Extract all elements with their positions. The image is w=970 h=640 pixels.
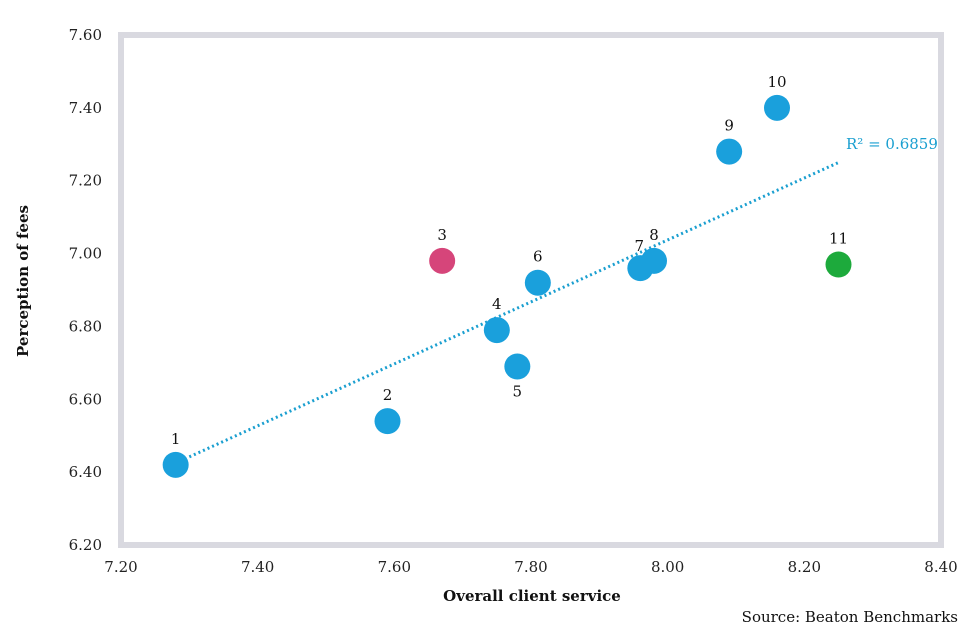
point-label-5: 5 — [513, 383, 523, 401]
point-labels: 1 2 3 4 5 6 78 9 10 11 — [171, 73, 848, 448]
point-label-4: 4 — [492, 295, 502, 313]
data-point-2 — [374, 408, 401, 435]
point-label-11: 11 — [829, 230, 848, 248]
data-point-11 — [825, 251, 852, 278]
point-label-1: 1 — [171, 430, 181, 448]
y-tick-label: 7.20 — [69, 172, 102, 190]
y-tick-label: 7.00 — [69, 245, 102, 263]
y-tick-label: 6.60 — [69, 390, 102, 408]
point-label-9: 9 — [724, 117, 734, 135]
data-point-4 — [483, 317, 510, 344]
source-note: Source: Beaton Benchmarks — [742, 608, 958, 626]
r-squared-label: R² = 0.6859 — [846, 135, 938, 153]
y-tick-labels: 6.20 6.40 6.60 6.80 7.00 7.20 7.40 7.60 — [69, 26, 102, 554]
y-tick-label: 7.60 — [69, 26, 102, 44]
point-label-6: 6 — [533, 248, 543, 266]
y-tick-label: 6.40 — [69, 463, 102, 481]
point-label-2: 2 — [383, 386, 393, 404]
trendline — [175, 161, 840, 465]
data-point-5 — [504, 353, 531, 380]
x-tick-label: 7.60 — [378, 558, 411, 576]
data-point-9 — [716, 138, 743, 165]
y-axis-title: Perception of fees — [14, 205, 32, 357]
data-point-10 — [764, 94, 790, 121]
x-tick-labels: 7.20 7.40 7.60 7.80 8.00 8.20 8.40 — [104, 558, 957, 576]
x-tick-label: 7.80 — [514, 558, 547, 576]
data-point-1 — [162, 451, 189, 478]
data-point-3 — [429, 247, 456, 274]
x-tick-label: 8.00 — [651, 558, 684, 576]
y-tick-label: 7.40 — [69, 99, 102, 117]
y-tick-label: 6.20 — [69, 536, 102, 554]
data-point-8 — [641, 247, 667, 274]
x-axis-title: Overall client service — [443, 587, 621, 605]
plot-frame — [118, 32, 944, 548]
x-tick-label: 8.20 — [788, 558, 821, 576]
trendline-layer — [175, 161, 840, 465]
x-tick-label: 8.40 — [924, 558, 957, 576]
point-label-3: 3 — [437, 226, 447, 244]
x-tick-label: 7.40 — [241, 558, 274, 576]
data-point-6 — [524, 269, 551, 296]
point-label-7: 7 — [635, 237, 645, 255]
x-tick-label: 7.20 — [104, 558, 137, 576]
data-points — [162, 94, 852, 478]
y-tick-label: 6.80 — [69, 317, 102, 335]
point-label-10: 10 — [767, 73, 786, 91]
point-label-8: 8 — [649, 226, 659, 244]
